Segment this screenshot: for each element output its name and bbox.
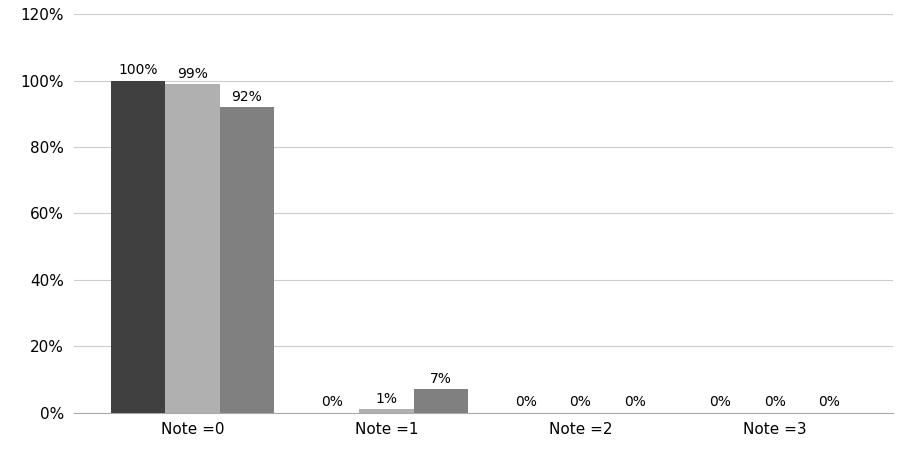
Bar [165, 84, 219, 413]
Text: 1%: 1% [376, 392, 398, 406]
Bar [219, 107, 274, 413]
Text: 99%: 99% [177, 67, 208, 81]
Bar [414, 389, 468, 413]
Text: 100%: 100% [119, 63, 157, 77]
Bar [111, 81, 165, 413]
Text: 0%: 0% [709, 395, 731, 409]
Text: 7%: 7% [430, 372, 452, 386]
Text: 0%: 0% [569, 395, 591, 409]
Text: 92%: 92% [231, 90, 262, 104]
Text: 0%: 0% [764, 395, 786, 409]
Text: 0%: 0% [515, 395, 537, 409]
Bar [359, 409, 414, 413]
Text: 0%: 0% [624, 395, 646, 409]
Text: 0%: 0% [321, 395, 344, 409]
Text: 0%: 0% [818, 395, 840, 409]
